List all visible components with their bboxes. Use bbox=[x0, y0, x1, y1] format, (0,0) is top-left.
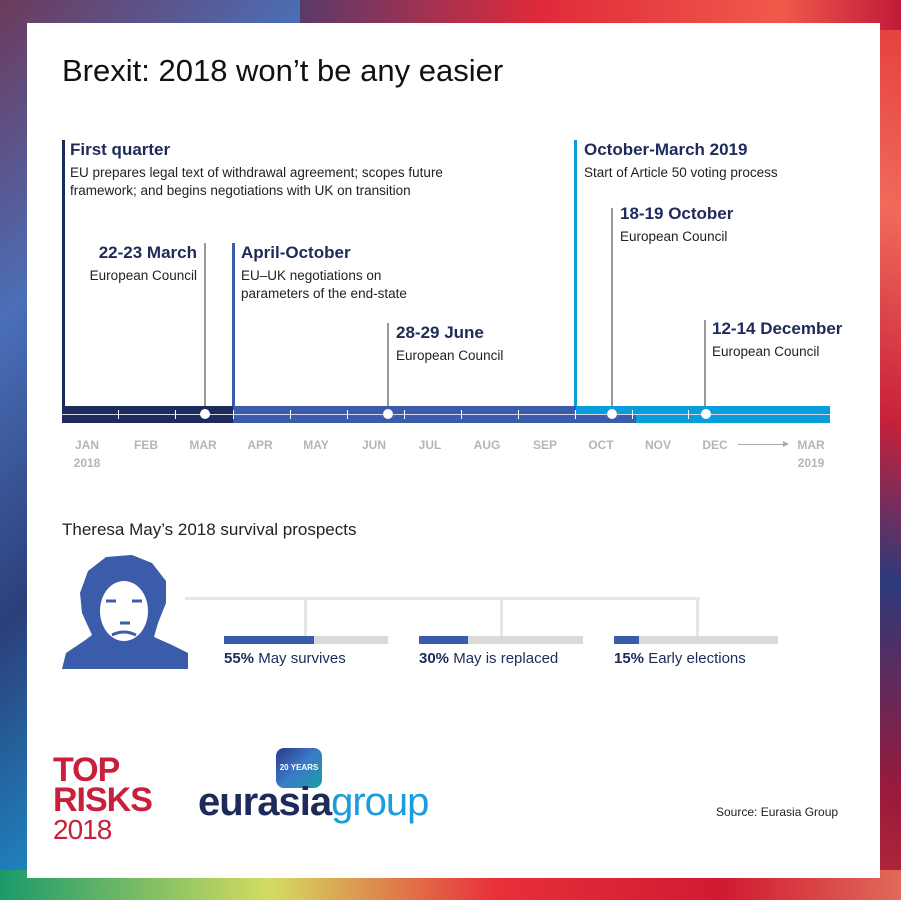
month-tick bbox=[688, 410, 689, 419]
probability-fill bbox=[224, 636, 315, 644]
april-october-line bbox=[232, 243, 235, 410]
start-year: 2018 bbox=[73, 456, 101, 470]
event-heading: October-March 2019 bbox=[584, 140, 748, 159]
month-tick bbox=[575, 410, 576, 419]
eurasia-group-logo: eurasiagroup bbox=[198, 780, 429, 824]
20-years-badge: 20 YEARS bbox=[276, 748, 322, 788]
theresa-may-portrait bbox=[62, 555, 188, 669]
month-tick bbox=[233, 410, 234, 419]
month-label: FEB bbox=[134, 438, 158, 452]
probability-bar bbox=[224, 636, 388, 644]
december-line bbox=[704, 320, 706, 410]
event-desc: parameters of the end-state bbox=[241, 286, 407, 301]
top-risks-logo: TOP RISKS 2018 bbox=[53, 751, 153, 845]
event-desc: EU–UK negotiations on bbox=[241, 268, 382, 283]
event-heading: 18-19 October bbox=[620, 204, 734, 223]
event-heading: 12-14 December bbox=[712, 319, 843, 338]
month-label: MAY bbox=[303, 438, 329, 452]
event-desc: EU prepares legal text of withdrawal agr… bbox=[70, 165, 443, 180]
connector-line bbox=[185, 597, 700, 600]
december-dot bbox=[701, 409, 711, 419]
event-desc: framework; and begins negotiations with … bbox=[70, 183, 411, 198]
month-tick bbox=[461, 410, 462, 419]
timeline-axis-line bbox=[62, 414, 830, 415]
june-dot bbox=[383, 409, 393, 419]
event-desc: European Council bbox=[620, 229, 728, 244]
outcome-pct: 15% bbox=[614, 650, 645, 667]
month-tick bbox=[175, 410, 176, 419]
outcome-label: 55% May survives bbox=[224, 650, 346, 667]
october-line bbox=[611, 208, 613, 410]
month-label: APR bbox=[247, 438, 273, 452]
month-tick bbox=[290, 410, 291, 419]
month-label: JAN bbox=[74, 438, 99, 452]
month-label: AUG bbox=[473, 438, 501, 452]
infographic-panel bbox=[27, 23, 880, 878]
month-label: SEP bbox=[532, 438, 557, 452]
october-march-line bbox=[574, 140, 577, 410]
probability-fill bbox=[614, 636, 639, 644]
event-desc: European Council bbox=[89, 268, 197, 283]
connector-line bbox=[304, 597, 307, 636]
outcome-text: May is replaced bbox=[453, 650, 559, 667]
connector-line bbox=[696, 597, 699, 636]
page-title: Brexit: 2018 won’t be any easier bbox=[62, 53, 504, 88]
month-label: DEC bbox=[702, 438, 728, 452]
end-year: 2019 bbox=[797, 456, 825, 470]
event-heading: 28-29 June bbox=[396, 323, 484, 342]
outcome-pct: 55% bbox=[224, 650, 255, 667]
event-desc: European Council bbox=[712, 344, 820, 359]
first-quarter-line bbox=[62, 140, 65, 410]
survival-heading: Theresa May’s 2018 survival prospects bbox=[62, 520, 357, 539]
march-dot bbox=[200, 409, 210, 419]
timeline-segment-voting-lower bbox=[636, 414, 830, 423]
month-label: MAR bbox=[797, 438, 825, 452]
arrow-icon bbox=[738, 444, 788, 445]
outcome-pct: 30% bbox=[419, 650, 450, 667]
month-tick bbox=[404, 410, 405, 419]
month-tick bbox=[118, 410, 119, 419]
event-desc: European Council bbox=[396, 348, 504, 363]
probability-bar bbox=[419, 636, 583, 644]
event-desc: Start of Article 50 voting process bbox=[584, 165, 778, 180]
month-tick bbox=[632, 410, 633, 419]
event-heading: First quarter bbox=[70, 140, 171, 159]
connector-line bbox=[500, 597, 503, 636]
outcome-text: Early elections bbox=[648, 650, 746, 667]
month-tick bbox=[518, 410, 519, 419]
month-label: NOV bbox=[644, 438, 671, 452]
event-heading: 22-23 March bbox=[98, 243, 197, 262]
october-dot bbox=[607, 409, 617, 419]
probability-bar bbox=[614, 636, 778, 644]
june-line bbox=[387, 323, 389, 410]
month-label: JUL bbox=[418, 438, 442, 452]
month-tick bbox=[347, 410, 348, 419]
arrow-head-icon bbox=[783, 441, 789, 447]
source-note: Source: Eurasia Group bbox=[716, 805, 839, 819]
outcome-label: 15% Early elections bbox=[614, 650, 746, 667]
month-label: JUN bbox=[361, 438, 386, 452]
probability-fill bbox=[419, 636, 469, 644]
outcome-label: 30% May is replaced bbox=[419, 650, 558, 667]
month-label: OCT bbox=[588, 438, 614, 452]
event-heading: April-October bbox=[241, 243, 351, 262]
outcome-text: May survives bbox=[258, 650, 346, 667]
march-line bbox=[204, 243, 206, 410]
month-label: MAR bbox=[189, 438, 217, 452]
